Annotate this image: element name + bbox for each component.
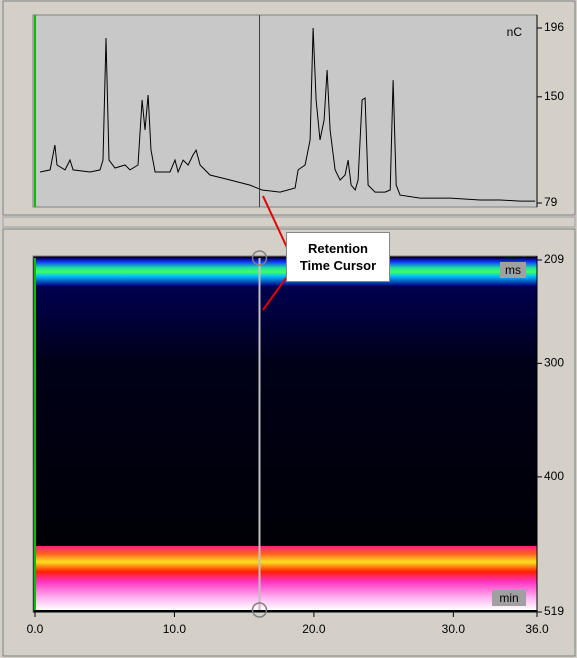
x-tick-label: 0.0 <box>27 622 44 636</box>
y-tick-label: 209 <box>544 252 564 266</box>
y-tick-label: 400 <box>544 469 564 483</box>
unit-label: min <box>499 591 518 605</box>
unit-label: nC <box>507 25 523 39</box>
top-plot-area <box>32 14 538 208</box>
cursor-handle <box>251 602 268 618</box>
y-tick-label: 150 <box>544 89 564 103</box>
label-box <box>492 590 526 606</box>
y-tick-label: 300 <box>544 356 564 370</box>
chromatogram <box>39 27 536 202</box>
heatmap-band <box>35 286 537 548</box>
trace-group <box>39 27 536 202</box>
annotation: Retention Time Cursor <box>286 232 390 282</box>
y-tick-label: 196 <box>544 20 564 34</box>
x-tick-label: 20.0 <box>302 622 326 636</box>
x-tick-label: 36.0 <box>525 622 549 636</box>
x-tick-label: 30.0 <box>442 622 466 636</box>
y-tick-label: 519 <box>544 604 564 618</box>
splitter <box>2 216 576 228</box>
heatmap-band <box>35 546 537 610</box>
cursor-handle <box>251 250 268 266</box>
y-tick-label: 79 <box>544 195 558 209</box>
x-tick-label: 10.0 <box>163 622 187 636</box>
unit-label: ms <box>505 263 521 277</box>
callout-arrow <box>262 195 291 255</box>
label-box <box>500 262 526 278</box>
